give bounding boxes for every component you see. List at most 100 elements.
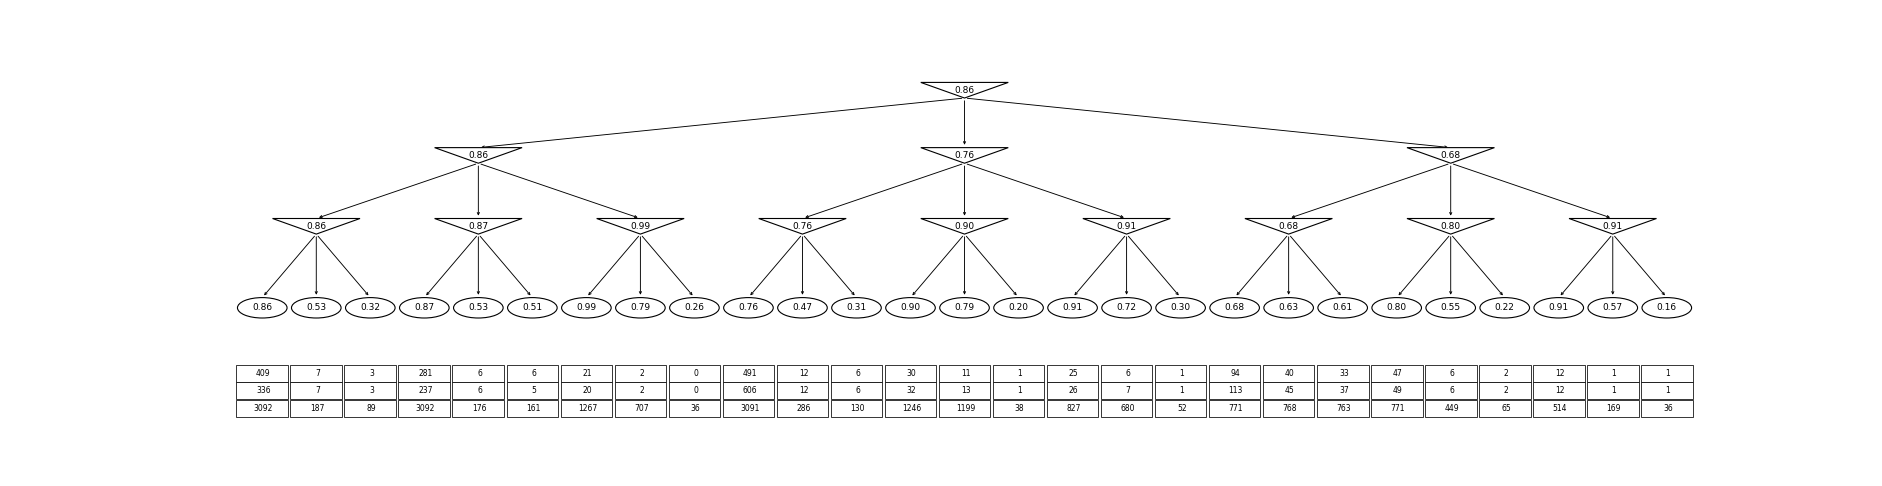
- Text: 0.91: 0.91: [1063, 303, 1082, 312]
- FancyBboxPatch shape: [830, 400, 883, 417]
- Ellipse shape: [832, 297, 881, 318]
- Text: 161: 161: [527, 404, 540, 413]
- Text: 707: 707: [634, 404, 649, 413]
- Polygon shape: [597, 219, 685, 234]
- Text: 0.53: 0.53: [307, 303, 326, 312]
- Ellipse shape: [939, 297, 990, 318]
- Text: 0.16: 0.16: [1656, 303, 1677, 312]
- FancyBboxPatch shape: [344, 400, 395, 417]
- FancyBboxPatch shape: [237, 382, 288, 399]
- Text: 36: 36: [691, 404, 700, 413]
- FancyBboxPatch shape: [237, 364, 288, 382]
- Text: 0.86: 0.86: [307, 222, 326, 231]
- FancyBboxPatch shape: [939, 364, 990, 382]
- Text: 0.20: 0.20: [1009, 303, 1029, 312]
- Ellipse shape: [346, 297, 395, 318]
- Text: 0.22: 0.22: [1494, 303, 1515, 312]
- Text: 0.80: 0.80: [1440, 222, 1460, 231]
- Text: 0.86: 0.86: [469, 151, 489, 160]
- FancyBboxPatch shape: [723, 364, 774, 382]
- Text: 13: 13: [962, 386, 971, 396]
- FancyBboxPatch shape: [1317, 382, 1368, 399]
- Text: 0.31: 0.31: [847, 303, 866, 312]
- FancyBboxPatch shape: [1641, 400, 1692, 417]
- Text: 12: 12: [1555, 386, 1564, 396]
- Text: 1: 1: [1018, 369, 1022, 378]
- Text: 514: 514: [1553, 404, 1568, 413]
- Text: 0.79: 0.79: [630, 303, 651, 312]
- Text: 11: 11: [962, 369, 971, 378]
- Text: 0.76: 0.76: [792, 222, 813, 231]
- Polygon shape: [1570, 219, 1656, 234]
- FancyBboxPatch shape: [668, 364, 721, 382]
- Text: 169: 169: [1607, 404, 1620, 413]
- Text: 52: 52: [1176, 404, 1186, 413]
- Text: 33: 33: [1338, 369, 1349, 378]
- Text: 7: 7: [314, 369, 320, 378]
- Text: 0.87: 0.87: [469, 222, 489, 231]
- FancyBboxPatch shape: [939, 400, 990, 417]
- Text: 606: 606: [742, 386, 757, 396]
- Text: 187: 187: [311, 404, 324, 413]
- Text: 3: 3: [369, 386, 375, 396]
- Polygon shape: [920, 148, 1009, 163]
- Text: 281: 281: [418, 369, 433, 378]
- FancyBboxPatch shape: [399, 382, 450, 399]
- FancyBboxPatch shape: [399, 400, 450, 417]
- FancyBboxPatch shape: [885, 364, 937, 382]
- Text: 0.61: 0.61: [1332, 303, 1353, 312]
- Text: 1246: 1246: [901, 404, 922, 413]
- Text: 40: 40: [1285, 369, 1295, 378]
- Polygon shape: [1408, 148, 1494, 163]
- Text: 1267: 1267: [578, 404, 597, 413]
- FancyBboxPatch shape: [830, 364, 883, 382]
- Text: 12: 12: [1555, 369, 1564, 378]
- Text: 0.47: 0.47: [792, 303, 813, 312]
- Text: 0.76: 0.76: [954, 151, 975, 160]
- FancyBboxPatch shape: [615, 364, 666, 382]
- Ellipse shape: [994, 297, 1043, 318]
- FancyBboxPatch shape: [1425, 364, 1477, 382]
- Text: 6: 6: [531, 369, 536, 378]
- Text: 0.99: 0.99: [630, 222, 651, 231]
- Text: 409: 409: [256, 369, 271, 378]
- Text: 6: 6: [476, 369, 482, 378]
- FancyBboxPatch shape: [1317, 364, 1368, 382]
- Polygon shape: [920, 219, 1009, 234]
- FancyBboxPatch shape: [344, 382, 395, 399]
- Text: 30: 30: [907, 369, 917, 378]
- Text: 6: 6: [476, 386, 482, 396]
- Ellipse shape: [886, 297, 935, 318]
- Polygon shape: [1408, 219, 1494, 234]
- Text: 0.32: 0.32: [359, 303, 380, 312]
- Text: 3092: 3092: [416, 404, 435, 413]
- Ellipse shape: [670, 297, 719, 318]
- Text: 49: 49: [1393, 386, 1402, 396]
- Text: 763: 763: [1336, 404, 1351, 413]
- Ellipse shape: [725, 297, 774, 318]
- Text: 0.30: 0.30: [1171, 303, 1191, 312]
- Text: 0.80: 0.80: [1387, 303, 1406, 312]
- Text: 36: 36: [1664, 404, 1673, 413]
- Text: 0.53: 0.53: [469, 303, 489, 312]
- FancyBboxPatch shape: [777, 364, 828, 382]
- FancyBboxPatch shape: [290, 364, 343, 382]
- Text: 3092: 3092: [254, 404, 273, 413]
- FancyBboxPatch shape: [939, 382, 990, 399]
- FancyBboxPatch shape: [668, 382, 721, 399]
- FancyBboxPatch shape: [561, 400, 612, 417]
- Text: 38: 38: [1014, 404, 1024, 413]
- Ellipse shape: [1210, 297, 1259, 318]
- Text: 5: 5: [531, 386, 536, 396]
- Text: 0: 0: [693, 386, 698, 396]
- Text: 12: 12: [798, 386, 809, 396]
- Text: 2: 2: [1504, 386, 1507, 396]
- Text: 89: 89: [367, 404, 376, 413]
- FancyBboxPatch shape: [992, 382, 1045, 399]
- Text: 65: 65: [1502, 404, 1511, 413]
- Ellipse shape: [1534, 297, 1583, 318]
- FancyBboxPatch shape: [290, 382, 343, 399]
- Text: 0.91: 0.91: [1549, 303, 1570, 312]
- Ellipse shape: [1641, 297, 1692, 318]
- FancyBboxPatch shape: [1263, 400, 1314, 417]
